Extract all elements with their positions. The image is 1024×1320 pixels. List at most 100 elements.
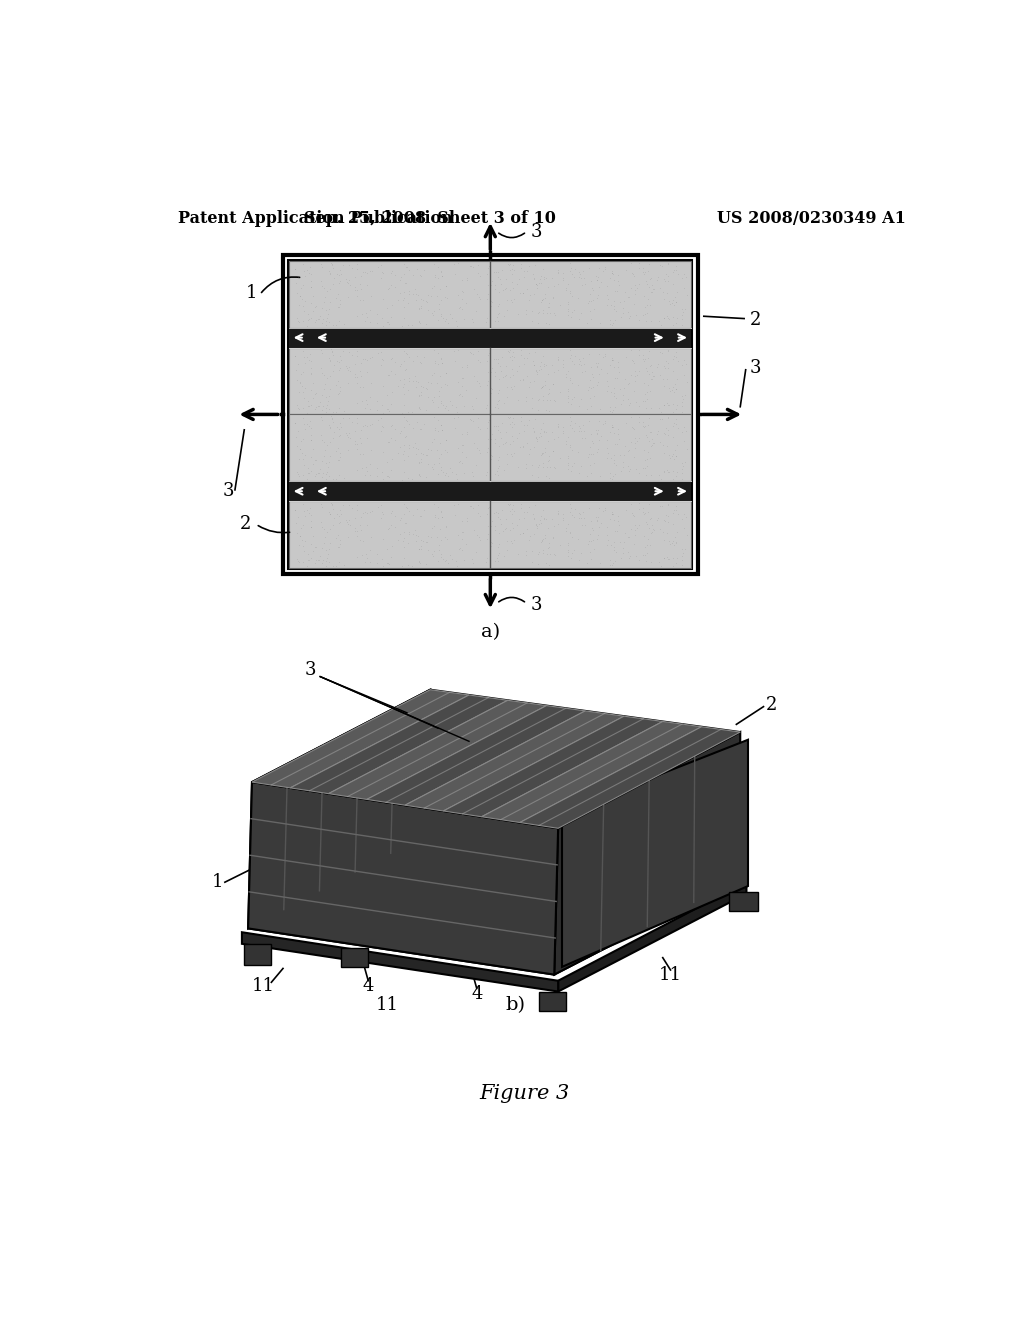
Point xyxy=(535,259,551,280)
Point xyxy=(539,389,555,411)
Point xyxy=(644,434,660,455)
Bar xyxy=(289,502,691,568)
Point xyxy=(654,521,671,543)
Point xyxy=(303,516,319,537)
Point xyxy=(396,374,413,395)
Point xyxy=(406,351,422,372)
Point xyxy=(291,399,307,420)
Point xyxy=(420,387,436,408)
Point xyxy=(438,528,455,549)
Point xyxy=(547,458,563,479)
Point xyxy=(582,388,598,409)
Point xyxy=(595,500,611,521)
Point xyxy=(295,465,311,486)
Point xyxy=(396,395,413,416)
Point xyxy=(623,279,639,300)
Point xyxy=(631,252,647,273)
Point xyxy=(481,496,498,517)
Point xyxy=(305,454,322,475)
Point xyxy=(374,414,390,436)
Point xyxy=(296,413,312,434)
Point xyxy=(435,395,452,416)
Point xyxy=(301,549,317,570)
Point xyxy=(668,374,684,395)
Point xyxy=(590,284,606,305)
Point xyxy=(295,550,311,572)
Point xyxy=(676,417,692,438)
Point xyxy=(606,280,623,301)
Point xyxy=(637,502,653,523)
Point xyxy=(659,548,676,569)
Point xyxy=(621,440,637,461)
Point xyxy=(617,368,634,389)
Point xyxy=(418,467,434,488)
Point xyxy=(524,454,541,475)
Point xyxy=(611,275,628,296)
Point xyxy=(504,379,520,400)
Point xyxy=(297,418,313,440)
Point xyxy=(399,411,416,432)
Point xyxy=(319,304,336,325)
Point xyxy=(492,293,508,314)
Point xyxy=(564,527,581,548)
Point xyxy=(574,260,591,281)
Point xyxy=(638,358,654,379)
Point xyxy=(393,267,410,288)
Point xyxy=(545,374,561,395)
Point xyxy=(462,342,478,363)
Point xyxy=(415,290,431,312)
Point xyxy=(494,346,510,367)
Point xyxy=(562,282,579,304)
Point xyxy=(604,469,621,490)
Point xyxy=(501,341,517,362)
Point xyxy=(396,441,413,462)
Point xyxy=(668,292,684,313)
Point xyxy=(502,367,518,388)
Point xyxy=(290,550,306,572)
Point xyxy=(395,504,412,525)
Point xyxy=(609,418,626,440)
Point xyxy=(295,449,311,470)
Point xyxy=(581,444,597,465)
Point xyxy=(643,268,659,289)
Point xyxy=(598,438,614,459)
Point xyxy=(317,469,334,490)
Point xyxy=(289,395,305,416)
Point xyxy=(375,416,391,437)
Point xyxy=(532,532,549,553)
Point xyxy=(361,465,378,486)
Point xyxy=(294,529,310,550)
Point xyxy=(604,263,621,284)
Point xyxy=(384,449,400,470)
Point xyxy=(310,549,327,570)
Point xyxy=(655,442,672,463)
Point xyxy=(593,359,609,380)
Point xyxy=(550,500,566,521)
Point xyxy=(433,289,450,310)
Point xyxy=(524,504,541,525)
Point xyxy=(414,506,430,527)
Point xyxy=(534,359,550,380)
Point xyxy=(317,527,334,548)
Point xyxy=(314,363,331,384)
Point xyxy=(662,290,678,312)
Point xyxy=(501,495,517,516)
Point xyxy=(502,253,518,275)
Point xyxy=(502,260,518,281)
Point xyxy=(571,416,588,437)
Point xyxy=(400,292,417,313)
Point xyxy=(595,413,611,434)
Point xyxy=(512,339,528,360)
Point xyxy=(659,506,676,527)
Point xyxy=(620,440,636,461)
Point xyxy=(584,277,600,298)
Point xyxy=(356,502,373,523)
Point xyxy=(607,388,624,409)
Point xyxy=(328,556,344,577)
Point xyxy=(370,409,386,430)
Point xyxy=(289,282,305,304)
Point xyxy=(480,257,497,279)
Point xyxy=(578,428,594,449)
Point xyxy=(617,521,634,543)
Point xyxy=(598,284,614,305)
